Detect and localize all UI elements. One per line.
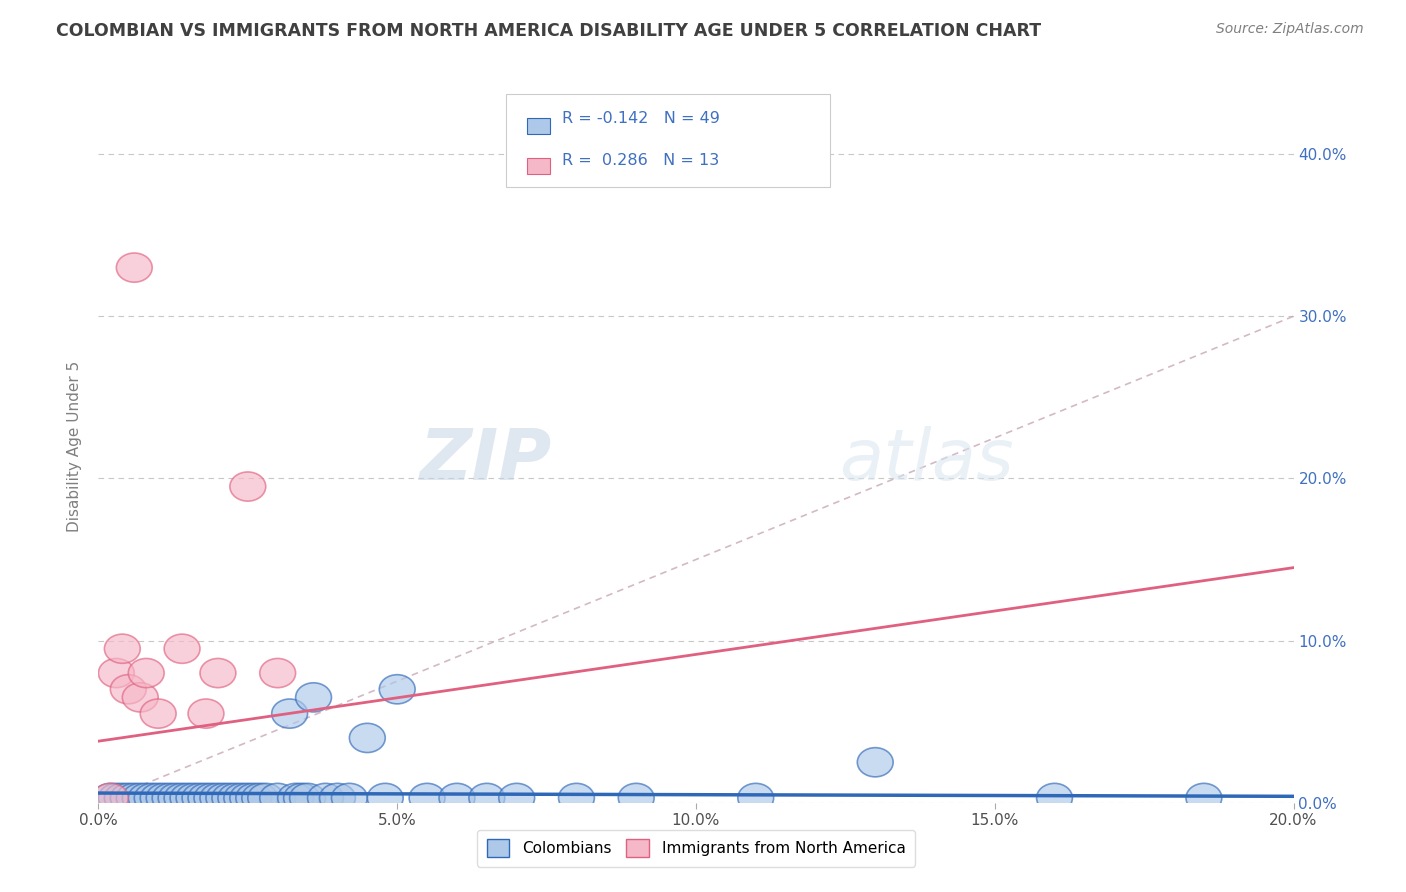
Ellipse shape: [176, 783, 212, 813]
Ellipse shape: [619, 783, 654, 813]
Ellipse shape: [188, 699, 224, 728]
Ellipse shape: [380, 674, 415, 704]
Ellipse shape: [308, 783, 343, 813]
Text: ZIP: ZIP: [420, 425, 553, 495]
Ellipse shape: [499, 783, 534, 813]
Ellipse shape: [409, 783, 446, 813]
Ellipse shape: [122, 682, 159, 712]
Ellipse shape: [1187, 783, 1222, 813]
Ellipse shape: [98, 783, 135, 813]
Ellipse shape: [319, 783, 356, 813]
Ellipse shape: [110, 783, 146, 813]
Ellipse shape: [93, 783, 128, 813]
Ellipse shape: [183, 783, 218, 813]
Ellipse shape: [188, 783, 224, 813]
Text: COLOMBIAN VS IMMIGRANTS FROM NORTH AMERICA DISABILITY AGE UNDER 5 CORRELATION CH: COLOMBIAN VS IMMIGRANTS FROM NORTH AMERI…: [56, 22, 1042, 40]
Text: R =  0.286   N = 13: R = 0.286 N = 13: [562, 153, 720, 168]
Ellipse shape: [200, 783, 236, 813]
Y-axis label: Disability Age Under 5: Disability Age Under 5: [67, 360, 83, 532]
Ellipse shape: [738, 783, 773, 813]
Ellipse shape: [141, 783, 176, 813]
Ellipse shape: [284, 783, 319, 813]
Ellipse shape: [290, 783, 326, 813]
Ellipse shape: [194, 783, 231, 813]
Ellipse shape: [93, 783, 128, 813]
Ellipse shape: [152, 783, 188, 813]
Ellipse shape: [470, 783, 505, 813]
Ellipse shape: [141, 699, 176, 728]
Ellipse shape: [128, 658, 165, 688]
Ellipse shape: [122, 783, 159, 813]
Legend: Colombians, Immigrants from North America: Colombians, Immigrants from North Americ…: [478, 830, 914, 866]
Ellipse shape: [558, 783, 595, 813]
Ellipse shape: [170, 783, 207, 813]
Ellipse shape: [247, 783, 284, 813]
Text: atlas: atlas: [839, 425, 1014, 495]
Ellipse shape: [104, 783, 141, 813]
Ellipse shape: [98, 658, 135, 688]
Ellipse shape: [231, 783, 266, 813]
Ellipse shape: [439, 783, 475, 813]
Ellipse shape: [104, 634, 141, 664]
Ellipse shape: [135, 783, 170, 813]
Ellipse shape: [367, 783, 404, 813]
Ellipse shape: [231, 472, 266, 501]
Ellipse shape: [260, 783, 295, 813]
Ellipse shape: [332, 783, 367, 813]
Ellipse shape: [200, 658, 236, 688]
Ellipse shape: [117, 783, 152, 813]
Ellipse shape: [260, 658, 295, 688]
Ellipse shape: [212, 783, 247, 813]
Ellipse shape: [224, 783, 260, 813]
Ellipse shape: [207, 783, 242, 813]
Text: Source: ZipAtlas.com: Source: ZipAtlas.com: [1216, 22, 1364, 37]
Ellipse shape: [165, 783, 200, 813]
Ellipse shape: [218, 783, 254, 813]
Ellipse shape: [1036, 783, 1073, 813]
Ellipse shape: [110, 674, 146, 704]
Ellipse shape: [350, 723, 385, 753]
Ellipse shape: [858, 747, 893, 777]
Ellipse shape: [117, 253, 152, 282]
Ellipse shape: [165, 634, 200, 664]
Ellipse shape: [128, 783, 165, 813]
Ellipse shape: [146, 783, 183, 813]
Ellipse shape: [278, 783, 314, 813]
Text: R = -0.142   N = 49: R = -0.142 N = 49: [562, 112, 720, 126]
Ellipse shape: [159, 783, 194, 813]
Ellipse shape: [242, 783, 278, 813]
Ellipse shape: [271, 699, 308, 728]
Ellipse shape: [236, 783, 271, 813]
Ellipse shape: [295, 682, 332, 712]
